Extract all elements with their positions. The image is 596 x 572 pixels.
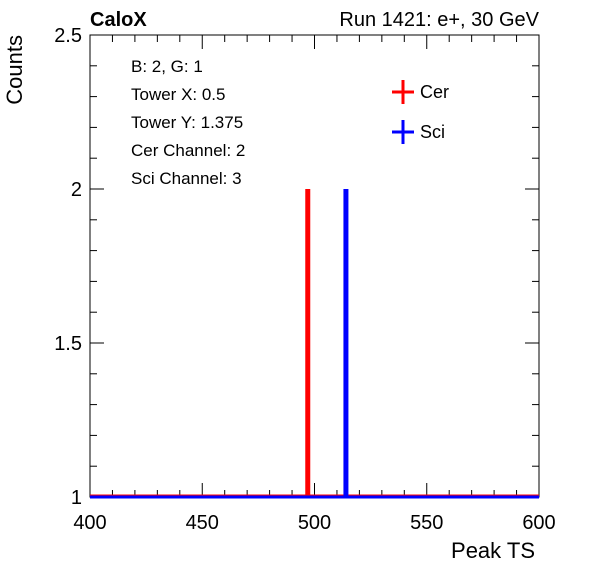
x-tick-label: 500 [298,512,331,534]
legend-label-cer: Cer [420,82,449,102]
info-line: Sci Channel: 3 [131,169,242,188]
axes: 400 450 500 550 600 1 1.5 2 2.5 [54,25,556,534]
legend-marker-cer [392,80,414,104]
info-line: Cer Channel: 2 [131,141,245,160]
y-tick-label: 2.5 [54,25,82,47]
series-layer [90,189,539,499]
y-tick-label: 1.5 [54,333,82,355]
x-tick-label: 550 [410,512,443,534]
chart-title-right: Run 1421: e+, 30 GeV [339,9,539,31]
info-line: Tower Y: 1.375 [131,113,243,132]
info-box: B: 2, G: 1 Tower X: 0.5 Tower Y: 1.375 C… [131,57,245,188]
legend-marker-sci [392,120,414,144]
x-tick-label: 450 [186,512,219,534]
info-line: Tower X: 0.5 [131,85,226,104]
y-tick-label: 2 [71,179,82,201]
x-axis-label: Peak TS [451,538,535,563]
legend-label-sci: Sci [420,122,445,142]
legend: Cer Sci [392,80,449,144]
chart-title-left: CaloX [90,9,147,31]
x-tick-label: 600 [522,512,555,534]
x-tick-label: 400 [73,512,106,534]
info-line: B: 2, G: 1 [131,57,203,76]
y-axis-label: Counts [2,35,27,105]
plot-frame [89,34,540,498]
y-tick-label: 1 [71,487,82,509]
